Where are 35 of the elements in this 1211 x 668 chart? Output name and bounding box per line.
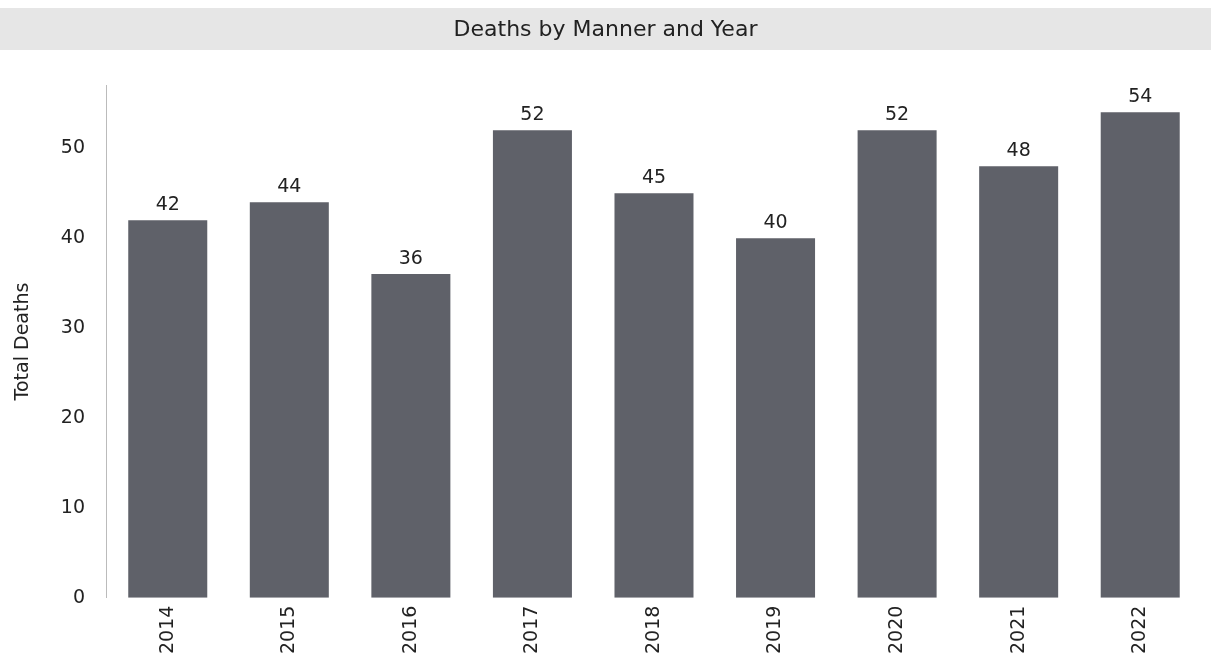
data-label: 40 xyxy=(763,209,788,232)
x-tick-label: 2016 xyxy=(397,605,420,655)
chart-title: Deaths by Manner and Year xyxy=(0,8,1211,50)
y-tick-label: 10 xyxy=(60,494,85,517)
bar xyxy=(249,202,329,598)
bar xyxy=(1100,112,1180,598)
y-tick-label: 20 xyxy=(60,404,85,427)
y-axis-title: Total Deaths xyxy=(10,282,33,402)
bar xyxy=(371,274,451,598)
x-tick-label: 2018 xyxy=(640,605,663,655)
data-label: 44 xyxy=(277,173,302,196)
x-tick-label: 2019 xyxy=(762,605,785,655)
x-tick-label: 2017 xyxy=(519,605,542,655)
data-label: 52 xyxy=(885,101,910,124)
bar xyxy=(614,193,694,598)
y-tick-label: 40 xyxy=(60,225,85,248)
x-tick-label: 2015 xyxy=(276,605,299,655)
y-tick-label: 50 xyxy=(60,135,85,158)
bar xyxy=(979,166,1059,598)
data-label: 54 xyxy=(1128,83,1153,106)
data-label: 42 xyxy=(155,191,180,214)
bar xyxy=(128,220,208,598)
data-label: 36 xyxy=(398,245,423,268)
data-label: 48 xyxy=(1006,137,1031,160)
x-tick-label: 2020 xyxy=(884,605,907,655)
data-label: 52 xyxy=(520,101,545,124)
x-tick-label: 2014 xyxy=(154,605,177,655)
y-tick-label: 30 xyxy=(60,314,85,337)
y-tick-label: 0 xyxy=(72,584,85,607)
bar xyxy=(736,238,816,598)
data-label: 45 xyxy=(641,164,667,187)
x-tick-label: 2022 xyxy=(1127,605,1150,655)
x-tick-label: 2021 xyxy=(1005,605,1028,655)
bar xyxy=(492,130,572,598)
bar xyxy=(857,130,937,598)
